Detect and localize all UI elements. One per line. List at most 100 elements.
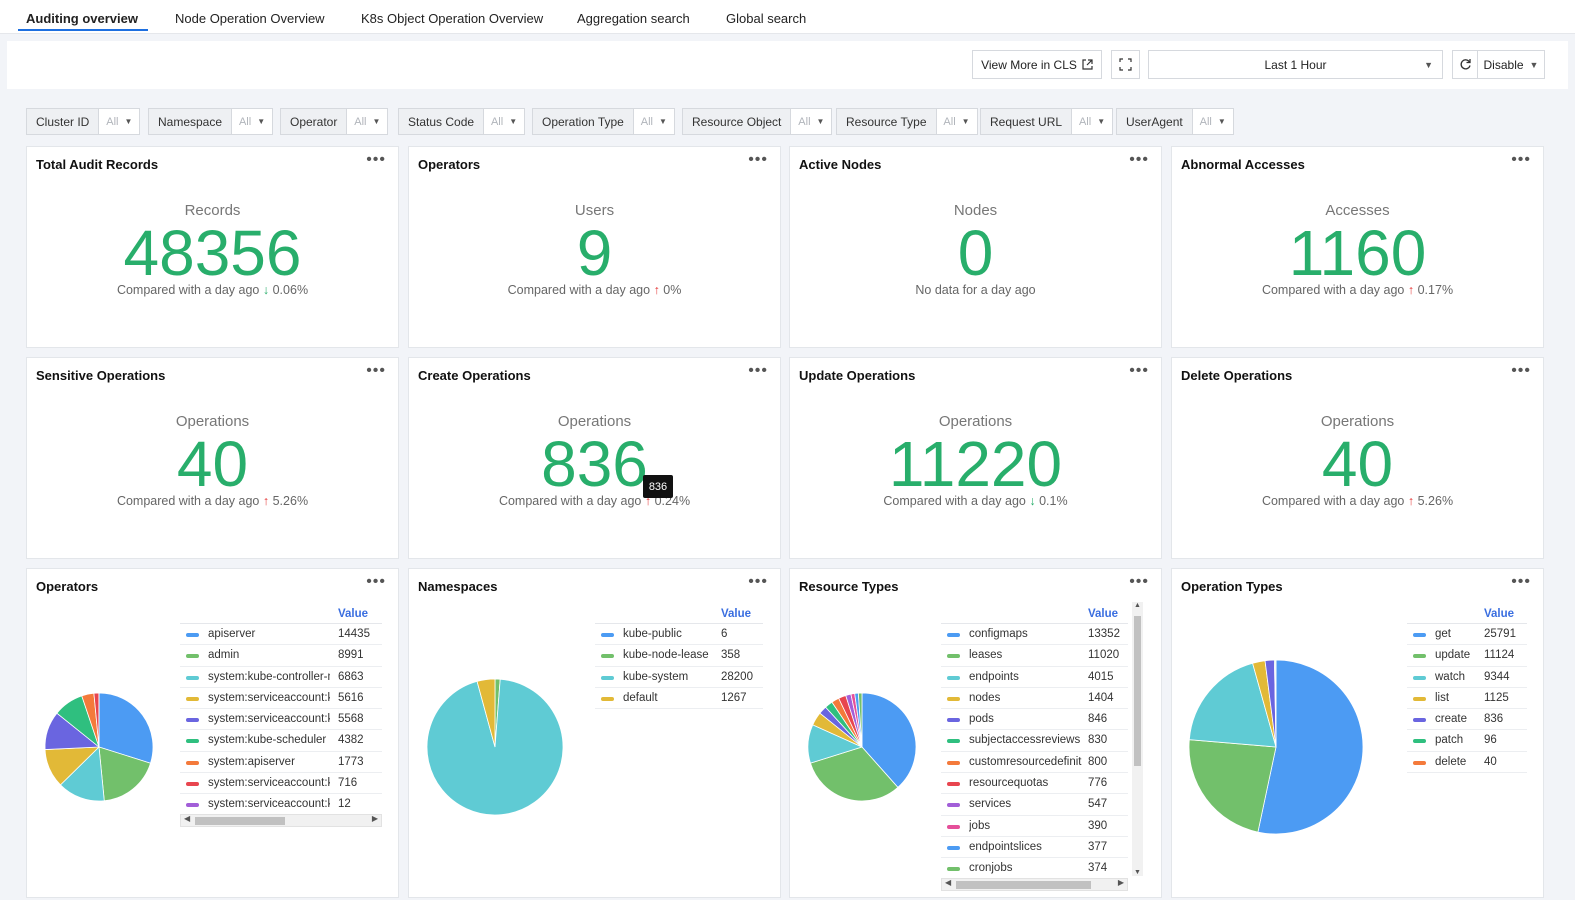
legend-item[interactable]: customresourcedefinit 800 [941,752,1128,774]
horizontal-scrollbar[interactable]: ◀ ▶ [941,878,1128,891]
auto-refresh-select[interactable]: Disable ▼ [1477,50,1545,79]
legend-item[interactable]: update 11124 [1407,645,1527,667]
pie-slice[interactable] [809,746,899,802]
legend-item[interactable]: system:serviceaccount:ku 716 [180,773,382,795]
legend-item[interactable]: system:serviceaccount:ku 5616 [180,688,382,710]
more-options-icon[interactable]: ••• [1129,573,1149,590]
more-options-icon[interactable]: ••• [1511,151,1531,168]
more-options-icon[interactable]: ••• [1511,573,1531,590]
filter-resource-type[interactable]: Resource Type All ▼ [836,108,978,135]
refresh-button[interactable] [1452,50,1478,79]
more-options-icon[interactable]: ••• [1129,151,1149,168]
filter-select[interactable]: All ▼ [232,109,272,134]
legend-item[interactable]: endpoints 4015 [941,667,1128,688]
legend-item[interactable]: list 1125 [1407,688,1527,710]
arrow-right-icon[interactable]: ▶ [1117,878,1124,887]
filter-request-url[interactable]: Request URL All ▼ [980,108,1114,135]
filter-select[interactable]: All ▼ [791,109,831,134]
filter-select[interactable]: All ▼ [634,109,674,134]
legend-item[interactable]: default 1267 [595,688,763,710]
arrow-right-icon[interactable]: ▶ [371,814,378,823]
scrollbar-thumb[interactable] [1134,616,1141,766]
scrollbar-thumb[interactable] [956,881,1091,889]
legend-item[interactable]: system:serviceaccount:ku 5568 [180,709,382,731]
tab-global-search[interactable]: Global search [726,11,807,26]
filter-label: Operator [281,109,348,134]
legend-item[interactable]: subjectaccessreviews 830 [941,730,1128,752]
legend-item[interactable]: get 25791 [1407,624,1527,646]
legend-item[interactable]: create 836 [1407,709,1527,731]
filter-select[interactable]: All ▼ [99,109,139,134]
filter-select[interactable]: All ▼ [1072,109,1112,134]
fullscreen-button[interactable] [1111,50,1140,79]
more-options-icon[interactable]: ••• [366,362,386,379]
filter-operator[interactable]: Operator All ▼ [280,108,389,135]
filter-status-code[interactable]: Status Code All ▼ [398,108,526,135]
more-options-icon[interactable]: ••• [748,573,768,590]
more-options-icon[interactable]: ••• [1129,362,1149,379]
tab-auditing-overview[interactable]: Auditing overview [26,11,138,26]
legend-item[interactable]: nodes 1404 [941,688,1128,710]
filter-operation-type[interactable]: Operation Type All ▼ [532,108,675,135]
tab-k8s-object-operation-overview[interactable]: K8s Object Operation Overview [361,11,544,26]
pie-slice[interactable] [98,692,154,764]
pie-slice[interactable] [1188,739,1277,833]
scrollbar-thumb[interactable] [195,817,285,825]
filter-namespace[interactable]: Namespace All ▼ [148,108,274,135]
filter-cluster-id[interactable]: Cluster ID All ▼ [26,108,141,135]
filter-select[interactable]: All ▼ [484,109,524,134]
pie-slice[interactable] [426,678,564,816]
legend-item[interactable]: system:serviceaccount:ku 12 [180,794,382,816]
filter-select[interactable]: All ▼ [1193,109,1233,134]
legend-item[interactable]: leases 11020 [941,645,1128,667]
legend-item[interactable]: jobs 390 [941,816,1128,837]
pie-slice[interactable] [857,692,863,748]
legend-value: 716 [338,777,358,790]
legend-swatch [947,739,960,744]
legend-item[interactable]: system:kube-controller-m 6863 [180,667,382,688]
legend-item[interactable]: kube-node-lease 358 [595,645,763,667]
more-options-icon[interactable]: ••• [748,362,768,379]
time-range-select[interactable]: Last 1 Hour ▼ [1148,50,1443,79]
legend-item[interactable]: kube-system 28200 [595,667,763,688]
legend-item[interactable]: admin 8991 [180,645,382,667]
filter-label: Namespace [149,109,233,134]
filter-select[interactable]: All ▼ [937,109,977,134]
legend-item[interactable]: system:apiserver 1773 [180,752,382,774]
view-more-in-cls-button[interactable]: View More in CLS [972,50,1102,79]
horizontal-scrollbar[interactable]: ◀ ▶ [180,814,382,827]
pie-slice[interactable] [476,678,496,748]
filter-select[interactable]: All ▼ [347,109,387,134]
tab-node-operation-overview[interactable]: Node Operation Overview [175,11,325,26]
legend-item[interactable]: endpointslices 377 [941,837,1128,859]
legend-item[interactable]: apiserver 14435 [180,624,382,646]
more-options-icon[interactable]: ••• [1511,362,1531,379]
arrow-down-icon[interactable]: ▼ [1134,869,1141,876]
legend-item[interactable]: pods 846 [941,709,1128,731]
vertical-scrollbar[interactable]: ▲ ▼ [1132,602,1143,876]
arrow-left-icon[interactable]: ◀ [945,878,952,887]
legend-item[interactable]: services 547 [941,794,1128,816]
legend-item[interactable]: patch 96 [1407,730,1527,752]
tab-aggregation-search[interactable]: Aggregation search [577,11,690,26]
pie-slice[interactable] [1257,659,1364,835]
pie-card-namespaces: Namespaces ••• Value kube-public 6 kube-… [408,568,781,898]
legend-item[interactable]: delete 40 [1407,752,1527,774]
legend-item[interactable]: configmaps 13352 [941,624,1128,646]
more-options-icon[interactable]: ••• [748,151,768,168]
filter-useragent[interactable]: UserAgent All ▼ [1116,108,1234,135]
arrow-up-icon[interactable]: ▲ [1134,602,1141,609]
legend-item[interactable]: kube-public 6 [595,624,763,646]
filter-value: All [490,115,504,128]
legend-item[interactable]: resourcequotas 776 [941,773,1128,795]
legend-item[interactable]: system:kube-scheduler 4382 [180,730,382,752]
filter-resource-object[interactable]: Resource Object All ▼ [682,108,833,135]
legend-item[interactable]: watch 9344 [1407,667,1527,688]
legend-item[interactable]: cronjobs 374 [941,858,1128,880]
pie-slice[interactable] [98,746,152,802]
pie-slice[interactable] [1188,662,1277,748]
more-options-icon[interactable]: ••• [366,151,386,168]
pie-slice[interactable] [861,692,917,788]
arrow-left-icon[interactable]: ◀ [184,814,191,823]
more-options-icon[interactable]: ••• [366,573,386,590]
